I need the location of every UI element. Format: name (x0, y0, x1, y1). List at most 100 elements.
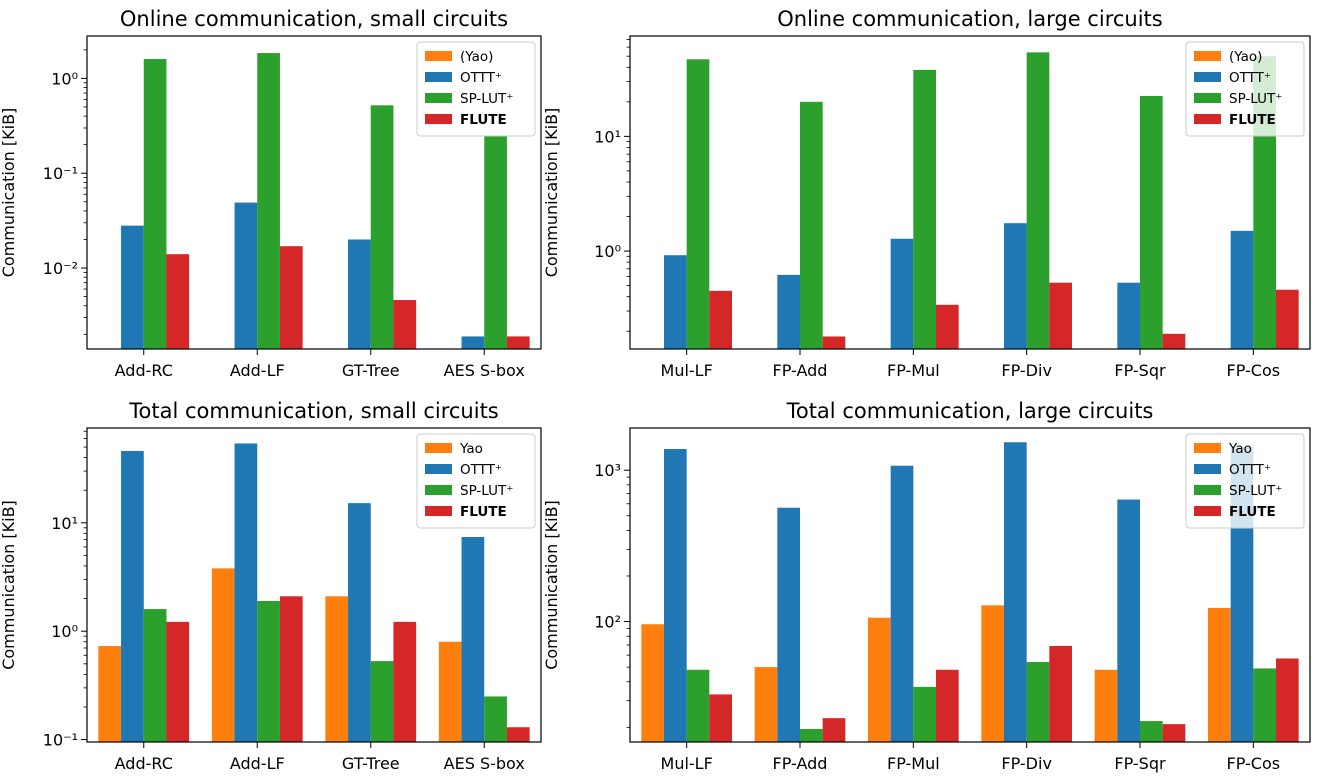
chart-1-bar-splut-2 (913, 69, 936, 349)
chart-2-legend-label-ottt: OTTT⁺ (460, 462, 502, 478)
chart-0-bar-flute-3 (506, 336, 530, 349)
chart-0-legend-swatch-splut (425, 93, 452, 103)
chart-2-ytick-label-0: 10⁻¹ (43, 731, 78, 750)
chart-1-panel: Mul-LF FP-Add FP-Mul FP-Div FP-Sqr FP-Cos 10⁰ 1… (542, 7, 1311, 380)
chart-3-bar-flute-2 (936, 669, 959, 742)
chart-1-legend-box (1185, 41, 1305, 137)
chart-3-xtick-label-0: Mul-LF (661, 754, 713, 773)
chart-2-ytick-label-2: 10¹ (51, 514, 78, 533)
chart-2-bar-splut-0 (143, 609, 167, 742)
chart-2-bar-ottt-3 (461, 537, 485, 742)
chart-1-bar-flute-0 (709, 290, 732, 349)
chart-0-legend-label-flute: FLUTE (460, 112, 507, 128)
chart-3-bar-ottt-2 (890, 465, 914, 742)
chart-1-xtick-label-3: FP-Div (1001, 361, 1052, 380)
chart-3-bar-splut-1 (800, 728, 823, 742)
chart-0-legend: (Yao) OTTT⁺ SP-LUT⁺ FLUTE (416, 41, 536, 137)
chart-2-bar-flute-2 (393, 621, 417, 742)
chart-3-bar-yao-2 (868, 617, 891, 742)
chart-3-bar-splut-5 (1253, 668, 1276, 742)
chart-1-bar-splut-3 (1026, 52, 1050, 349)
chart-0-xtick-label-3: AES S-box (444, 361, 525, 380)
chart-1-bar-splut-4 (1140, 95, 1163, 349)
chart-3-bar-ottt-1 (777, 507, 800, 742)
chart-2-bar-ottt-2 (348, 503, 371, 742)
chart-0-bar-splut-2 (370, 105, 394, 350)
chart-3-legend-swatch-splut (1194, 485, 1221, 495)
chart-2-legend-swatch-splut (425, 485, 452, 495)
chart-1-bar-ottt-3 (1004, 223, 1027, 349)
chart-1-bar-flute-5 (1276, 289, 1299, 349)
chart-3-ytick-label-0: 10² (594, 613, 621, 632)
chart-2-axes-frame (86, 427, 542, 743)
chart-3-title: Total communication, large circuits (786, 399, 1154, 423)
chart-0-axes-frame (86, 35, 542, 350)
chart-2-xtick-label-0: Add-RC (115, 754, 173, 773)
chart-1-legend-swatch-ottt (1194, 72, 1221, 82)
chart-1-xtick-label-2: FP-Mul (887, 361, 940, 380)
chart-3-bar-splut-4 (1140, 721, 1163, 742)
chart-0-bar-flute-0 (166, 254, 190, 349)
chart-1-axes-frame (629, 35, 1311, 350)
chart-1-bar-splut-0 (686, 59, 710, 349)
chart-0-bar-flute-1 (279, 246, 303, 349)
chart-0-legend-label-yao: (Yao) (460, 49, 493, 65)
chart-0-bar-flute-2 (393, 300, 417, 349)
chart-3-bar-ottt-4 (1117, 499, 1140, 742)
chart-3-bar-flute-5 (1276, 658, 1299, 742)
chart-0-panel: Add-RC Add-LF GT-Tree AES S-box 10⁻² 10⁻¹ 10⁰ C… (0, 7, 542, 380)
chart-0-ytick-label-0: 10⁻² (43, 259, 78, 278)
chart-0-ytick-label-2: 10⁰ (51, 69, 78, 88)
chart-0-bar-ottt-3 (461, 336, 485, 349)
chart-1-bar-flute-1 (822, 336, 846, 349)
chart-3-axes-frame (629, 427, 1311, 743)
chart-2-title: Total communication, small circuits (128, 399, 499, 423)
chart-3-legend: Yao OTTT⁺ SP-LUT⁺ FLUTE (1185, 433, 1305, 529)
chart-1-legend-swatch-splut (1194, 93, 1221, 103)
chart-1-bar-splut-1 (800, 101, 823, 349)
chart-2-bar-splut-2 (370, 661, 394, 742)
chart-1-bar-flute-2 (936, 304, 959, 349)
chart-0-legend-swatch-ottt (425, 72, 452, 82)
chart-3-legend-label-ottt: OTTT⁺ (1229, 462, 1271, 478)
chart-3-ylabel: Communication [KiB] (542, 500, 561, 670)
chart-0-bar-ottt-0 (121, 225, 144, 349)
chart-2-ytick-label-1: 10⁰ (51, 622, 78, 641)
chart-3-bar-splut-0 (686, 669, 710, 742)
chart-3-bar-yao-3 (981, 605, 1004, 742)
chart-0-title: Online communication, small circuits (120, 7, 508, 31)
chart-2-legend-label-splut: SP-LUT⁺ (460, 483, 513, 499)
chart-3-panel: Mul-LF FP-Add FP-Mul FP-Div FP-Sqr FP-Cos 10² 1… (542, 399, 1311, 773)
chart-3-xtick-label-5: FP-Cos (1227, 754, 1281, 773)
chart-3-legend-swatch-flute (1194, 506, 1221, 516)
chart-1-legend-swatch-yao (1194, 51, 1221, 61)
chart-1-legend: (Yao) OTTT⁺ SP-LUT⁺ FLUTE (1185, 41, 1305, 137)
chart-1-bar-ottt-4 (1117, 282, 1140, 349)
chart-1-legend-label-ottt: OTTT⁺ (1229, 70, 1271, 86)
chart-3-xtick-label-2: FP-Mul (887, 754, 940, 773)
chart-3-bar-yao-4 (1094, 669, 1118, 742)
chart-2-bar-yao-1 (211, 568, 235, 742)
chart-3-ytick-label-1: 10³ (594, 461, 621, 480)
chart-2-bar-ottt-0 (121, 451, 144, 742)
chart-1-bar-flute-3 (1049, 282, 1072, 349)
chart-1-xtick-label-5: FP-Cos (1227, 361, 1281, 380)
chart-3-bar-yao-0 (641, 624, 664, 742)
chart-1-bar-ottt-0 (664, 255, 687, 349)
chart-1-legend-swatch-flute (1194, 114, 1221, 124)
chart-1-xtick-label-4: FP-Sqr (1114, 361, 1166, 380)
chart-0-bar-ottt-2 (348, 239, 371, 349)
chart-1-legend-label-yao: (Yao) (1229, 49, 1262, 65)
chart-2-legend-box (416, 433, 536, 529)
chart-2-xtick-label-2: GT-Tree (342, 754, 400, 773)
chart-3-bar-splut-3 (1026, 662, 1050, 742)
chart-3-legend-label-flute: FLUTE (1229, 504, 1276, 520)
chart-2-bar-ottt-1 (234, 443, 258, 742)
chart-2-legend: Yao OTTT⁺ SP-LUT⁺ FLUTE (416, 433, 536, 529)
chart-2-legend-swatch-ottt (425, 464, 452, 474)
chart-1-xtick-label-0: Mul-LF (661, 361, 713, 380)
chart-2-bar-flute-3 (506, 727, 530, 742)
chart-0-bar-ottt-1 (234, 202, 258, 349)
chart-3-legend-swatch-yao (1194, 443, 1221, 453)
